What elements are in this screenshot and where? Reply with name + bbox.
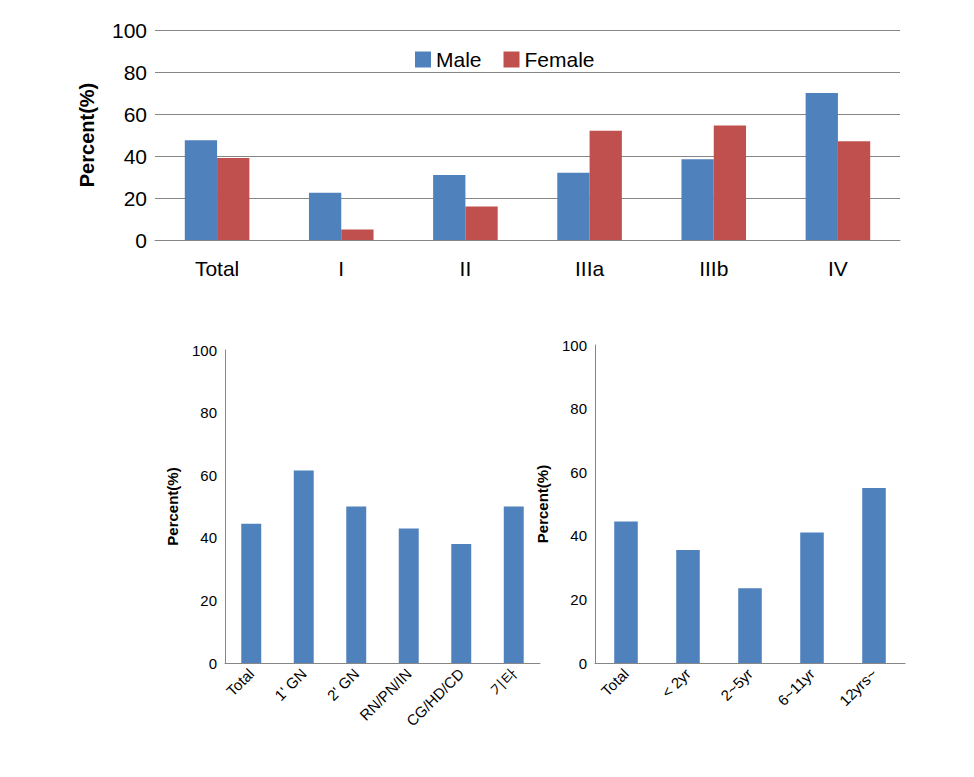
svg-text:IIIa: IIIa: [575, 257, 605, 280]
svg-text:6~11yr: 6~11yr: [774, 665, 818, 709]
svg-text:12yrs~: 12yrs~: [836, 665, 880, 709]
svg-text:Percent(%): Percent(%): [164, 467, 181, 545]
svg-text:100: 100: [112, 19, 147, 42]
svg-text:Total: Total: [195, 257, 239, 280]
svg-text:40: 40: [570, 527, 587, 544]
svg-text:IIIb: IIIb: [699, 257, 728, 280]
svg-text:Female: Female: [525, 48, 595, 71]
svg-text:0: 0: [135, 229, 147, 252]
svg-text:Total: Total: [598, 665, 632, 699]
svg-text:2~5yr: 2~5yr: [717, 665, 756, 704]
svg-text:Percent(%): Percent(%): [534, 465, 551, 543]
svg-text:100: 100: [562, 337, 587, 354]
svg-text:Total: Total: [223, 665, 257, 699]
svg-text:80: 80: [570, 400, 587, 417]
svg-text:20: 20: [200, 592, 217, 609]
svg-text:20: 20: [570, 591, 587, 608]
svg-text:0: 0: [209, 655, 217, 672]
svg-text:100: 100: [192, 342, 217, 359]
svg-text:CG/HD/CD: CG/HD/CD: [403, 665, 468, 730]
svg-text:I: I: [338, 257, 344, 280]
svg-text:Percent(%): Percent(%): [76, 83, 98, 187]
svg-text:60: 60: [570, 464, 587, 481]
svg-text:기타: 기타: [487, 665, 520, 698]
svg-text:II: II: [460, 257, 472, 280]
svg-text:20: 20: [124, 187, 147, 210]
svg-text:1' GN: 1' GN: [271, 665, 310, 704]
svg-text:40: 40: [124, 145, 147, 168]
svg-text:60: 60: [124, 103, 147, 126]
svg-text:IV: IV: [828, 257, 848, 280]
svg-text:60: 60: [200, 467, 217, 484]
svg-text:40: 40: [200, 529, 217, 546]
svg-text:2' GN: 2' GN: [323, 665, 362, 704]
svg-text:80: 80: [124, 61, 147, 84]
svg-text:< 2yr: < 2yr: [658, 665, 694, 701]
svg-text:0: 0: [579, 655, 587, 672]
svg-text:RN/PN/IN: RN/PN/IN: [356, 665, 415, 724]
svg-text:80: 80: [200, 404, 217, 421]
svg-text:Male: Male: [436, 48, 482, 71]
